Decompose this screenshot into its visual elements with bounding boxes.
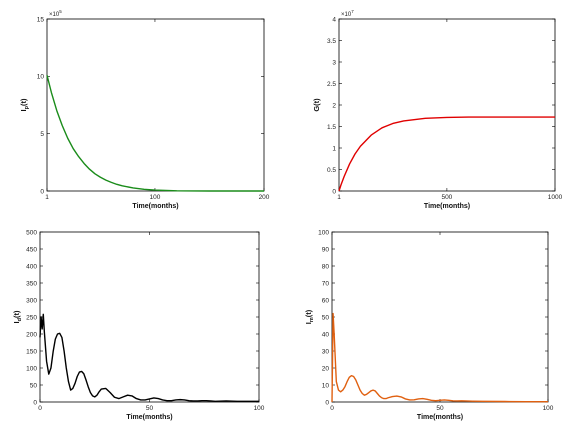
x-tick-label: 500 xyxy=(441,194,452,201)
axes-frame xyxy=(338,18,556,192)
x-tick-label: 1000 xyxy=(548,194,563,201)
y-axis-label: Ip(t) xyxy=(19,98,30,111)
y-axis-label-subscript: m xyxy=(309,317,315,322)
x-tick-label: 1 xyxy=(337,194,341,201)
x-tick-label: 0 xyxy=(330,405,334,412)
y-tick-label: 40 xyxy=(322,331,330,338)
axes-frame xyxy=(39,231,260,403)
y-axis-multiplier: ×107 xyxy=(341,9,354,18)
y-axis-label-main: G(t) xyxy=(312,98,321,112)
y-multiplier-exponent: 5 xyxy=(59,9,62,14)
y-axis-label-main: I xyxy=(19,109,28,111)
series-line-1 xyxy=(39,313,259,403)
y-tick-label: 90 xyxy=(322,246,330,253)
y-tick-label: 100 xyxy=(26,365,37,372)
y-tick-label: 4 xyxy=(332,16,336,23)
y-axis-label: Id(t) xyxy=(12,310,23,323)
x-tick-label: 50 xyxy=(436,405,444,412)
y-axis-label-main: I xyxy=(12,321,21,323)
x-axis-label: Time(months) xyxy=(424,203,470,210)
y-axis-label-subscript: d xyxy=(17,318,23,321)
y-tick-label: 15 xyxy=(37,16,45,23)
y-multiplier-base: ×10 xyxy=(49,12,60,18)
y-tick-label: 150 xyxy=(26,348,37,355)
x-axis-label: Time(months) xyxy=(132,203,178,210)
subplot-3: 0 50 100 150 200 250 300 350 400 450 500 0 50 100 Time… xyxy=(12,229,265,421)
y-tick-label: 1.5 xyxy=(327,124,336,131)
y-tick-label: 5 xyxy=(40,131,44,138)
y-tick-label: 2.5 xyxy=(327,81,336,88)
x-axis-label: Time(months) xyxy=(417,414,463,421)
y-axis-label-tail: (t) xyxy=(19,98,28,106)
y-tick-label: 50 xyxy=(30,382,38,389)
subplot-2: 0 0.5 1 1.5 2 2.5 3 3.5 4 1 500 1000 Time(months) G(t… xyxy=(312,9,563,210)
y-tick-label: 50 xyxy=(322,314,330,321)
y-tick-label: 1 xyxy=(332,145,336,152)
x-tick-label: 100 xyxy=(254,405,265,412)
x-tick-label: 1 xyxy=(45,194,49,201)
x-axis-label: Time(months) xyxy=(126,414,172,421)
y-tick-label: 350 xyxy=(26,280,37,287)
y-axis-label-tail: (t) xyxy=(304,309,313,317)
y-tick-label: 450 xyxy=(26,246,37,253)
y-tick-label: 0 xyxy=(40,188,44,195)
y-tick-label: 20 xyxy=(322,365,330,372)
y-tick-label: 30 xyxy=(322,348,330,355)
y-tick-label: 250 xyxy=(26,314,37,321)
y-tick-label: 200 xyxy=(26,331,37,338)
y-axis-label-main: I xyxy=(304,322,313,324)
x-tick-label: 0 xyxy=(38,405,42,412)
x-tick-label: 50 xyxy=(146,405,154,412)
y-axis-label-subscript: p xyxy=(24,105,30,109)
y-axis-label-tail: (t) xyxy=(12,310,21,318)
y-tick-label: 60 xyxy=(322,297,330,304)
y-tick-label: 400 xyxy=(26,263,37,270)
y-tick-label: 300 xyxy=(26,297,37,304)
x-tick-label: 200 xyxy=(259,194,270,201)
y-axis-label: Im(t) xyxy=(304,309,315,324)
axes-frame xyxy=(331,231,549,403)
x-tick-label: 100 xyxy=(150,194,161,201)
y-tick-label: 100 xyxy=(318,229,329,236)
y-tick-label: 10 xyxy=(37,74,45,81)
y-tick-label: 0 xyxy=(325,399,329,406)
y-tick-label: 2 xyxy=(332,102,336,109)
y-axis-label: G(t) xyxy=(312,98,321,112)
y-tick-label: 0 xyxy=(332,188,336,195)
series-line-1 xyxy=(46,75,264,192)
y-multiplier-base: ×10 xyxy=(341,12,352,18)
y-axis-multiplier: ×105 xyxy=(49,9,62,18)
y-multiplier-exponent: 7 xyxy=(351,9,354,14)
y-tick-label: 70 xyxy=(322,280,330,287)
series-line-1 xyxy=(331,312,548,403)
y-tick-label: 0 xyxy=(33,399,37,406)
axes-frame xyxy=(46,18,265,192)
series-line-1 xyxy=(338,116,555,192)
y-tick-label: 10 xyxy=(322,382,330,389)
subplot-4: 0 10 20 30 40 50 60 70 80 90 100 0 50 100 Time(months)… xyxy=(304,229,554,421)
y-tick-label: 3.5 xyxy=(327,38,336,45)
y-tick-label: 0.5 xyxy=(327,167,336,174)
y-tick-label: 500 xyxy=(26,229,37,236)
y-tick-label: 80 xyxy=(322,263,330,270)
x-tick-label: 100 xyxy=(543,405,554,412)
y-tick-label: 3 xyxy=(332,59,336,66)
